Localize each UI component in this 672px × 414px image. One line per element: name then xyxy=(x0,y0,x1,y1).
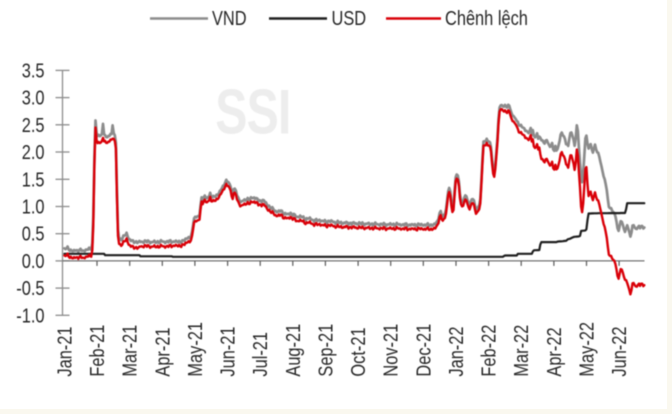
svg-text:SSI: SSI xyxy=(215,76,290,147)
svg-text:-1.0: -1.0 xyxy=(16,304,44,327)
svg-text:1.5: 1.5 xyxy=(22,168,45,191)
svg-text:Dec-21: Dec-21 xyxy=(412,324,435,377)
svg-text:May-21: May-21 xyxy=(183,322,206,377)
svg-text:Apr-22: Apr-22 xyxy=(542,327,565,376)
svg-text:Jun-22: Jun-22 xyxy=(608,327,631,377)
svg-text:VND: VND xyxy=(212,6,247,29)
svg-text:0.5: 0.5 xyxy=(22,222,45,245)
svg-text:Chênh lệch: Chênh lệch xyxy=(445,6,528,29)
svg-text:USD: USD xyxy=(332,6,367,29)
svg-text:Sep-21: Sep-21 xyxy=(314,324,337,377)
svg-text:Oct-21: Oct-21 xyxy=(347,327,370,376)
svg-text:Aug-21: Aug-21 xyxy=(281,324,304,377)
svg-text:Apr-21: Apr-21 xyxy=(151,327,174,376)
svg-text:3.5: 3.5 xyxy=(22,59,45,82)
svg-text:Mar-21: Mar-21 xyxy=(118,325,141,377)
svg-text:Jan-21: Jan-21 xyxy=(53,327,76,377)
svg-text:Jul-21: Jul-21 xyxy=(249,332,272,377)
svg-text:3.0: 3.0 xyxy=(22,86,45,109)
svg-text:Nov-21: Nov-21 xyxy=(379,324,402,377)
svg-text:May-22: May-22 xyxy=(575,322,598,377)
svg-text:Feb-21: Feb-21 xyxy=(85,325,108,377)
svg-text:-0.5: -0.5 xyxy=(16,277,44,300)
svg-text:Mar-22: Mar-22 xyxy=(510,325,533,377)
svg-text:Feb-22: Feb-22 xyxy=(477,325,500,377)
svg-text:0.0: 0.0 xyxy=(22,249,45,272)
svg-text:Jan-22: Jan-22 xyxy=(444,327,467,377)
svg-text:2.5: 2.5 xyxy=(22,113,45,136)
svg-text:Jun-21: Jun-21 xyxy=(216,327,239,377)
svg-text:1.0: 1.0 xyxy=(22,195,45,218)
svg-text:2.0: 2.0 xyxy=(22,140,45,163)
